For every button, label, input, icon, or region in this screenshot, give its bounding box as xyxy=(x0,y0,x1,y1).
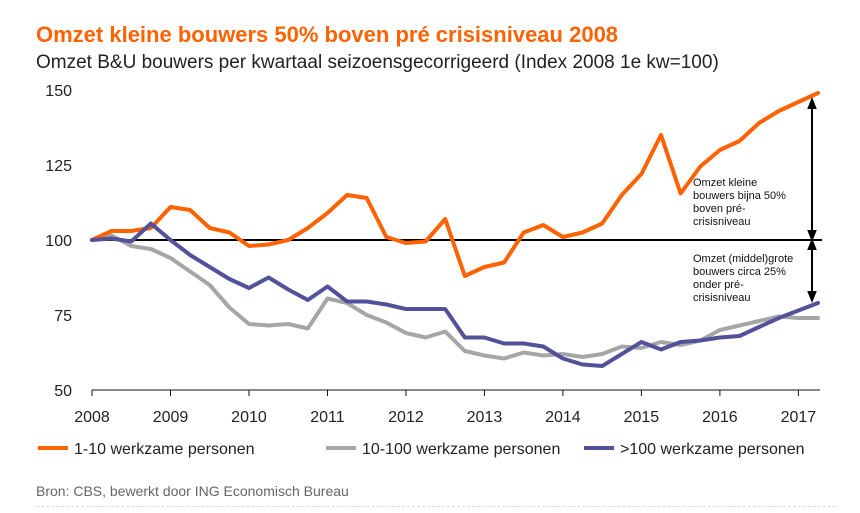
chart-series xyxy=(90,91,820,368)
annotation-line: bouwers bijna 50% xyxy=(693,190,786,202)
chart-legend: 1-10 werkzame personen 10-100 werkzame pe… xyxy=(38,441,805,458)
x-tick-label: 2017 xyxy=(781,409,817,426)
annotation-line: boven pré- xyxy=(693,203,746,215)
annotation-line: bouwers circa 25% xyxy=(693,266,786,278)
annotation-line: Omzet kleine xyxy=(693,177,757,189)
series-line-1 xyxy=(90,91,820,278)
annotation-line: Omzet (middel)grote xyxy=(693,253,793,265)
x-tick-label: 2012 xyxy=(388,409,424,426)
annotation-text-2: Omzet (middel)grote bouwers circa 25% onde… xyxy=(693,253,793,304)
x-tick-label: 2014 xyxy=(545,409,581,426)
annotation-line: crisisniveau xyxy=(693,292,750,304)
y-tick-label: 75 xyxy=(54,308,72,325)
y-tick-label: 125 xyxy=(45,158,72,175)
chart-subtitle: Omzet B&U bouwers per kwartaal seizoensg… xyxy=(36,52,719,73)
chart-annotations: Omzet kleine bouwers bijna 50% boven pré-c… xyxy=(693,97,817,304)
y-tick-label: 50 xyxy=(54,383,72,400)
source-note: Bron: CBS, bewerkt door ING Economisch B… xyxy=(36,483,349,499)
x-tick-label: 2010 xyxy=(231,409,267,426)
y-tick-label: 100 xyxy=(45,233,72,250)
x-tick-label: 2013 xyxy=(467,409,503,426)
y-tick-label: 150 xyxy=(45,83,72,100)
series-line-3 xyxy=(90,221,820,368)
chart-title: Omzet kleine bouwers 50% boven pré crisi… xyxy=(36,22,619,47)
annotation-line: onder pré- xyxy=(693,279,744,291)
x-tick-label: 2011 xyxy=(310,409,345,426)
legend-label-3: >100 werkzame personen xyxy=(620,441,805,458)
legend-label-1: 1-10 werkzame personen xyxy=(74,441,255,458)
x-tick-label: 2008 xyxy=(74,409,110,426)
x-tick-label: 2009 xyxy=(153,409,189,426)
annotation-line: crisisniveau xyxy=(693,216,750,228)
footer-divider xyxy=(36,506,836,507)
annotation-text-1: Omzet kleine bouwers bijna 50% boven pré-c… xyxy=(693,177,786,228)
x-tick-label: 2015 xyxy=(624,409,660,426)
chart-axes: 50 75 100 125 150 2008 2009 2010 2011 2012 2013 201… xyxy=(45,83,822,426)
legend-label-2: 10-100 werkzame personen xyxy=(362,441,560,458)
x-tick-label: 2016 xyxy=(702,409,738,426)
